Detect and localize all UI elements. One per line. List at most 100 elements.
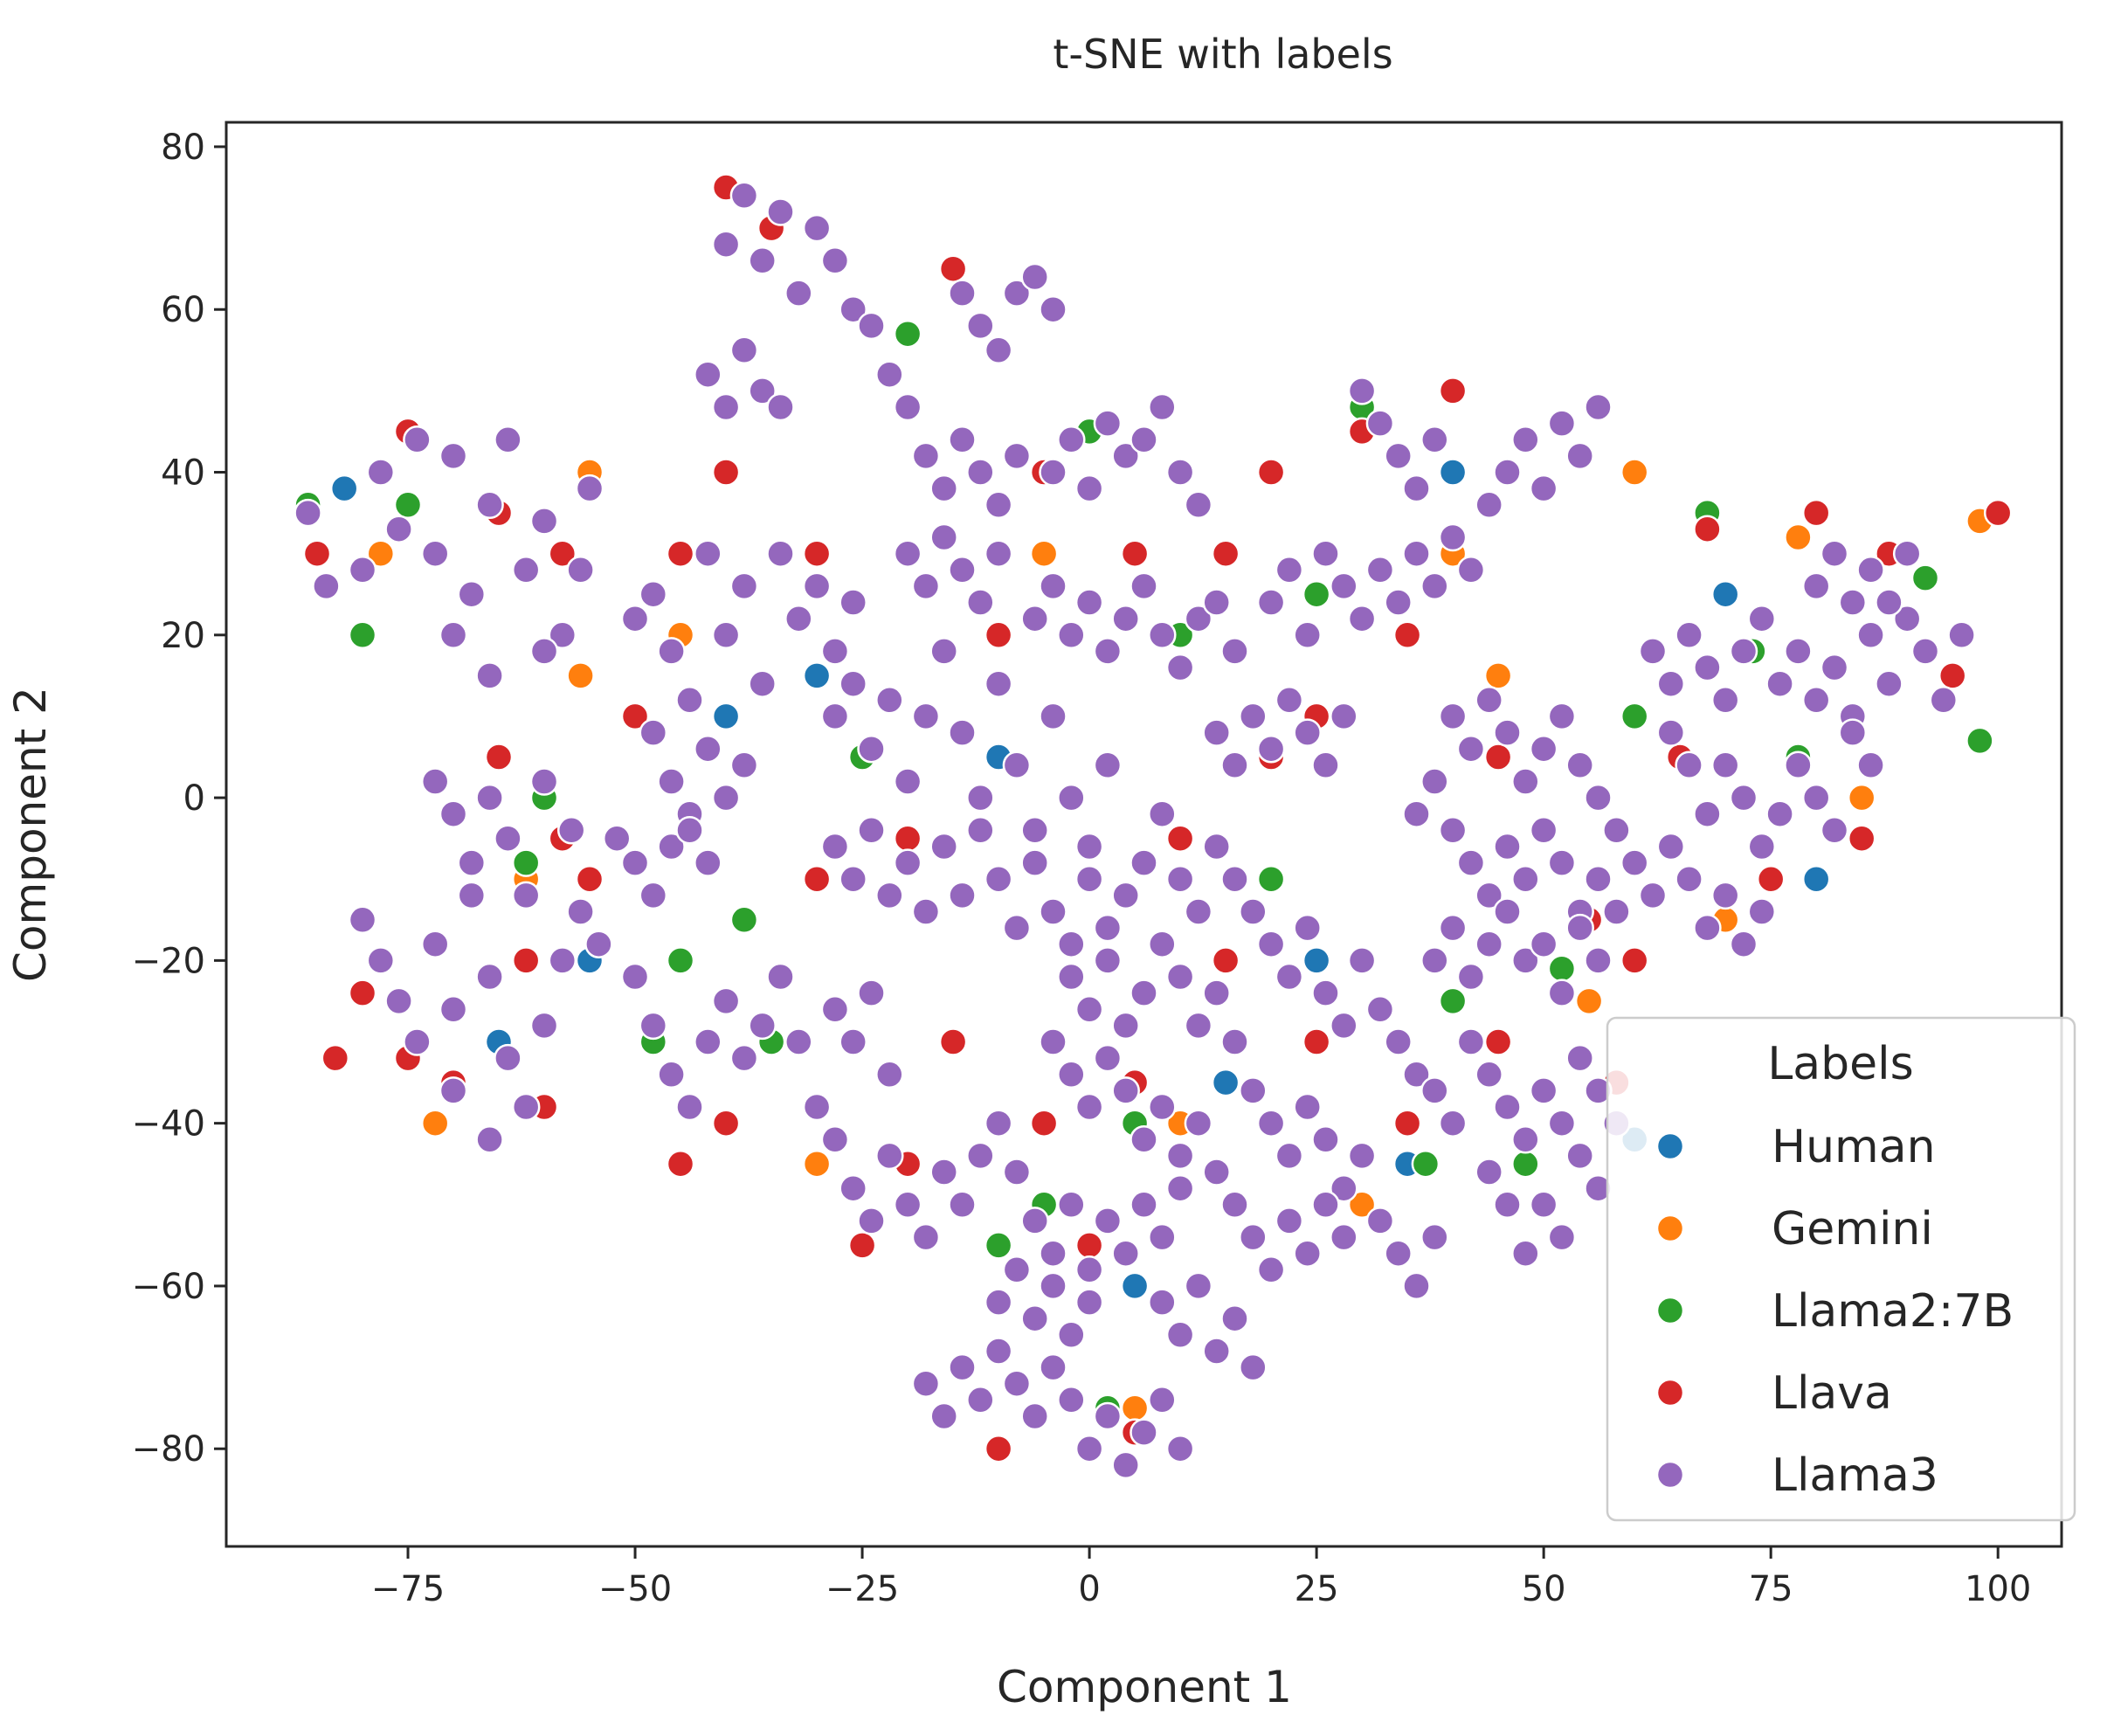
point-llama3-223 (1602, 816, 1631, 845)
legend-label: Gemini (1772, 1203, 1933, 1255)
point-llama3-112 (839, 669, 867, 698)
point-llava-42 (984, 1434, 1013, 1463)
point-llama3-80 (694, 734, 722, 764)
point-llama3-277 (1838, 718, 1868, 747)
point-llama3-66 (657, 637, 686, 666)
point-llama3-210 (1565, 750, 1594, 780)
point-llama3-95 (929, 474, 958, 503)
point-llama3-9 (475, 490, 504, 520)
point-llama3-81 (711, 783, 741, 813)
point-llama3-141 (1074, 864, 1104, 894)
point-llama3-334 (1074, 1255, 1104, 1284)
point-llama3-15 (575, 474, 604, 503)
legend-marker (1655, 1296, 1685, 1325)
point-llama3-186 (1384, 588, 1413, 617)
legend-entry-llama3: Llama3 (1655, 1449, 1938, 1502)
point-llava-34 (1483, 1027, 1513, 1056)
point-llama2-7b-15 (1910, 564, 1940, 592)
point-llama3-208 (1529, 734, 1558, 764)
point-llama3-397 (984, 539, 1013, 568)
y-tick-label: 20 (161, 616, 205, 656)
y-tick-label: −80 (132, 1429, 205, 1470)
point-llama3-180 (1275, 556, 1304, 584)
point-llama3-55 (729, 1043, 759, 1073)
point-llama3-166 (1111, 441, 1140, 471)
point-llama3-72 (766, 539, 795, 568)
point-llava-35 (1392, 1109, 1422, 1138)
point-llama3-142 (1093, 913, 1123, 943)
point-llama3-312 (1293, 1092, 1322, 1122)
point-llama3-215 (1456, 848, 1486, 877)
point-llama3-27 (348, 905, 377, 935)
point-llama3-274 (1784, 750, 1813, 780)
point-llama3-354 (1039, 1352, 1067, 1382)
point-llama3-232 (1420, 946, 1449, 975)
point-llama3-373 (1239, 1352, 1268, 1382)
point-llama3-152 (1057, 620, 1086, 650)
point-llama2-7b-19 (1302, 579, 1331, 609)
point-llama3-1 (312, 571, 341, 601)
point-llama3-324 (893, 1190, 922, 1220)
point-llama3-4 (384, 515, 413, 543)
point-llama3-25 (529, 767, 559, 796)
point-llama3-43 (602, 824, 632, 853)
point-llama3-85 (748, 246, 777, 275)
point-gemini-12 (1574, 986, 1604, 1016)
point-llama3-44 (620, 848, 650, 877)
point-llava-30 (1847, 824, 1876, 853)
point-llama3-98 (984, 490, 1013, 520)
point-llama3-284 (1148, 930, 1177, 958)
point-llama3-151 (1039, 571, 1067, 601)
point-llama3-345 (1311, 1190, 1340, 1220)
point-llama3-171 (1202, 718, 1231, 747)
point-llama3-385 (1493, 1190, 1522, 1220)
point-llama2-7b-10 (1511, 1149, 1540, 1179)
point-llama3-97 (966, 458, 995, 487)
point-llama3-275 (1801, 783, 1831, 813)
x-tick-label: 100 (1965, 1569, 2031, 1609)
point-llama3-168 (1148, 392, 1177, 422)
point-llama3-209 (1547, 702, 1577, 731)
point-llama3-292 (1293, 913, 1322, 943)
point-llama3-2 (348, 556, 377, 584)
point-llama3-207 (1511, 767, 1540, 796)
point-llama3-286 (1184, 1011, 1213, 1041)
point-llava-1 (321, 1043, 350, 1073)
point-llama3-363 (1002, 1255, 1032, 1284)
point-llava-29 (1938, 661, 1967, 690)
point-llama3-341 (1239, 1222, 1268, 1252)
point-llama3-109 (1020, 262, 1049, 292)
point-llama3-163 (1057, 425, 1086, 454)
point-llama3-188 (1420, 571, 1449, 601)
point-llama3-203 (1438, 702, 1468, 731)
point-llama3-350 (966, 1386, 995, 1414)
point-human-7 (1438, 458, 1468, 487)
point-llama3-316 (1365, 1207, 1395, 1235)
point-llama3-305 (1148, 1092, 1177, 1122)
point-llama3-371 (1202, 1337, 1231, 1366)
point-llava-26 (1801, 498, 1831, 528)
point-llama3-87 (784, 279, 813, 308)
point-llama3-262 (1820, 539, 1849, 568)
point-human-12 (711, 702, 741, 731)
point-llama3-217 (1493, 832, 1522, 861)
point-llama3-306 (1165, 1141, 1195, 1171)
point-llama3-271 (1729, 783, 1758, 813)
point-llama3-313 (1311, 1125, 1340, 1154)
point-llama3-184 (1347, 604, 1377, 633)
point-llama3-17 (475, 661, 504, 690)
point-llama3-265 (1875, 588, 1903, 617)
point-llama3-229 (1710, 881, 1740, 910)
point-llama3-202 (1420, 425, 1449, 454)
point-gemini-6 (1120, 1394, 1150, 1422)
point-llava-19 (1120, 539, 1150, 568)
point-llama3-328 (966, 1141, 995, 1171)
legend-entry-gemini: Gemini (1655, 1203, 1933, 1255)
point-llama3-103 (748, 377, 777, 405)
point-llama3-31 (420, 930, 450, 958)
point-llama3-195 (1547, 409, 1577, 438)
point-llama3-164 (1074, 474, 1104, 503)
point-llama3-304 (1130, 1125, 1158, 1154)
legend-marker (1655, 1378, 1685, 1407)
point-llama3-253 (1820, 653, 1849, 682)
